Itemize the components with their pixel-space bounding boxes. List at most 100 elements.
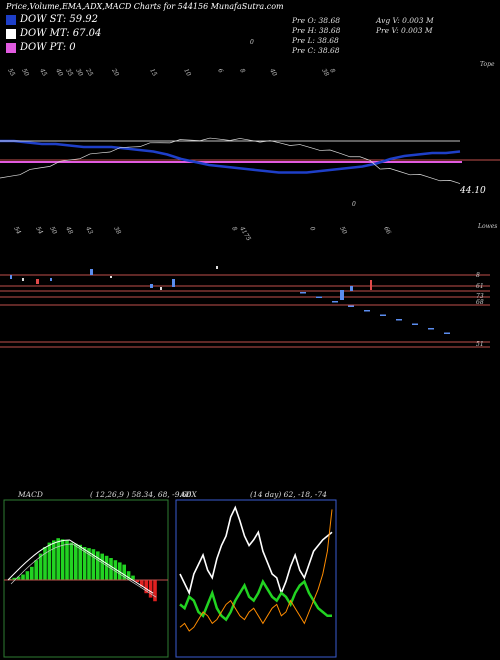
macd-bar — [56, 538, 60, 580]
volume-bar — [22, 278, 24, 281]
price-top-tick: 40 — [54, 67, 64, 78]
stat-pre-l: Pre L: 38.68 — [292, 36, 339, 45]
macd-bar — [113, 560, 118, 580]
legend-swatch-mt — [6, 28, 16, 39]
price-top-tick: 55 — [6, 68, 16, 78]
volume-top-tick: 48 — [64, 225, 74, 236]
volume-right-label: 51 — [476, 341, 484, 348]
macd-bar — [140, 580, 144, 587]
price-top-tick: 30 — [74, 68, 84, 78]
volume-top-tick: 38 — [112, 226, 122, 236]
macd-bar — [8, 578, 12, 580]
price-top-tick: 40 — [268, 67, 278, 78]
stat-pre-c: Pre C: 38.68 — [292, 46, 340, 55]
macd-bar — [38, 553, 43, 580]
legend-swatch-pt — [6, 42, 16, 53]
volume-top-tick: 0 — [308, 226, 316, 233]
macd-bar — [144, 580, 148, 594]
volume-top-tick: 54 — [34, 226, 44, 236]
volume-tick — [348, 305, 354, 307]
price-top-tick: 6 — [216, 68, 224, 75]
volume-tick — [364, 310, 370, 312]
macd-bar — [148, 580, 153, 598]
macd-bar — [109, 558, 113, 580]
volume-bar — [36, 279, 39, 284]
macd-bar — [153, 580, 157, 602]
macd-bar — [30, 566, 34, 580]
macd-bar — [82, 547, 87, 580]
volume-top-tick: 54 — [12, 226, 22, 236]
macd-frame — [3, 499, 169, 658]
volume-top-tick: 8 — [230, 226, 238, 233]
price-marker: 0 — [352, 201, 356, 208]
volume-right-label: 61 — [476, 283, 484, 290]
macd-params: ( 12,26,9 ) 58.34, 68, -9.66 — [90, 490, 192, 499]
adx-params: (14 day) 62, -18, -74 — [250, 490, 327, 499]
macd-line — [7, 539, 154, 594]
macd-bar — [122, 564, 126, 580]
volume-tick — [396, 319, 402, 321]
volume-tick — [332, 301, 338, 303]
macd-bar — [87, 548, 91, 580]
macd-bar — [131, 575, 135, 580]
price-top-tick: 8 — [328, 68, 336, 75]
macd-bar — [118, 562, 122, 580]
last-price-label: 44.10 — [460, 186, 486, 196]
price-top-tick: 20 — [110, 67, 120, 78]
price-top-tick: 50 — [20, 68, 30, 78]
volume-tick — [428, 328, 434, 330]
volume-top-tick: 66 — [382, 226, 392, 236]
volume-bar — [10, 275, 12, 279]
stat-avg-v: Avg V: 0.003 M — [376, 16, 434, 25]
volume-bar — [216, 266, 218, 269]
volume-right-label: 68 — [476, 299, 484, 306]
macd-bar — [25, 571, 30, 580]
volume-bar — [50, 278, 52, 281]
volume-bar — [160, 287, 162, 290]
macd-bar — [104, 555, 109, 580]
volume-bar — [340, 290, 344, 300]
macd-bar — [12, 577, 16, 580]
volume-bar — [172, 279, 175, 287]
macd-signal-line — [10, 543, 157, 598]
macd-bar — [52, 540, 56, 580]
macd-bar — [43, 547, 47, 580]
price-trace — [0, 137, 461, 184]
legend-dow-pt: DOW PT: 0 — [6, 42, 76, 53]
price-marker: 0 — [250, 39, 254, 46]
macd-bar — [135, 580, 140, 583]
volume-top-tick: 43 — [84, 225, 94, 236]
macd-bar — [74, 543, 78, 580]
minus-di-line — [179, 509, 333, 632]
stat-pre-h: Pre H: 38.68 — [292, 26, 341, 35]
dow-st-line — [0, 139, 461, 174]
macd-bar — [96, 551, 100, 580]
price-top-tick: 15 — [148, 68, 158, 78]
volume-bar — [150, 284, 153, 288]
volume-tick — [316, 296, 322, 298]
volume-bar — [90, 269, 93, 275]
macd-bar — [47, 542, 52, 580]
stat-pre-o: Pre O: 38.68 — [292, 16, 340, 25]
macd-bar — [78, 544, 82, 580]
macd-bar — [100, 553, 104, 580]
adx-line — [179, 505, 333, 596]
macd-bar — [65, 540, 69, 580]
volume-tick — [300, 292, 306, 294]
macd-bar — [60, 539, 65, 580]
legend-swatch-st — [6, 14, 16, 25]
macd-bar — [126, 571, 131, 580]
legend-dow-st: DOW ST: 59.92 — [6, 14, 98, 25]
price-top-tick: 35 — [64, 68, 74, 78]
price-top-tick: 45 — [38, 67, 48, 78]
macd-bar — [91, 549, 96, 580]
volume-right-label: 73 — [476, 293, 484, 300]
adx-label: ADX — [180, 490, 197, 499]
price-top-tick: 10 — [182, 68, 192, 78]
volume-bar — [370, 280, 372, 290]
price-top-tick: 25 — [84, 67, 94, 78]
macd-bar — [34, 560, 38, 580]
chart-title: Price,Volume,EMA,ADX,MACD Charts for 544… — [6, 2, 284, 11]
volume-tick — [444, 332, 450, 334]
